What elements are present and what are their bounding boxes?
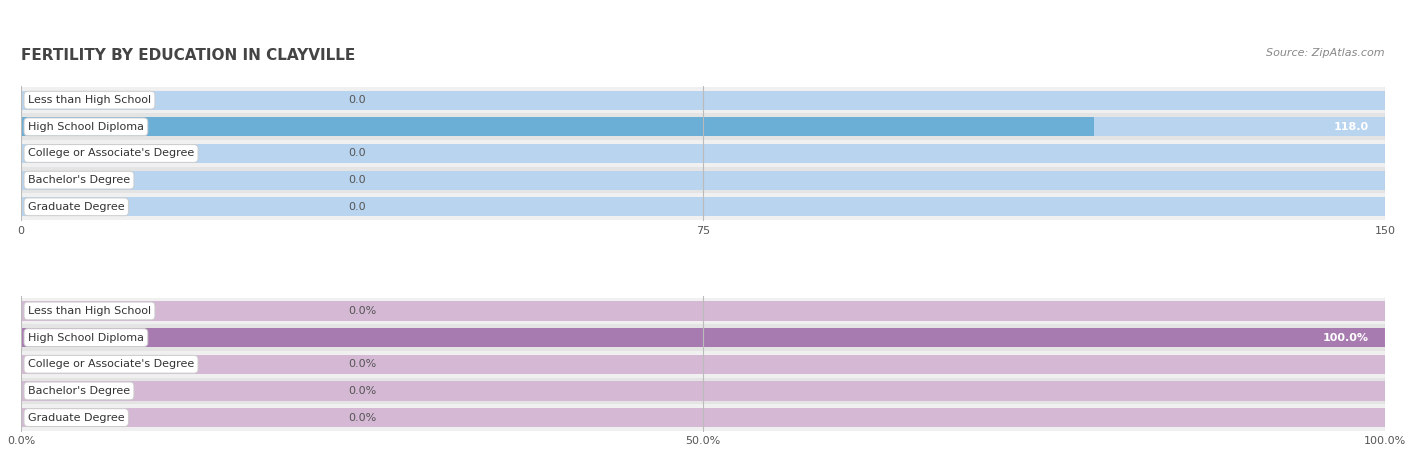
Bar: [21, 87, 1385, 114]
Text: 0.0%: 0.0%: [349, 359, 377, 369]
Bar: [21, 117, 1385, 136]
Text: Bachelor's Degree: Bachelor's Degree: [28, 175, 129, 185]
Text: 0.0%: 0.0%: [349, 306, 377, 316]
Text: 0.0: 0.0: [349, 175, 366, 185]
Bar: [21, 355, 1385, 374]
Bar: [21, 381, 1385, 400]
Text: 100.0%: 100.0%: [1323, 332, 1368, 342]
Text: Graduate Degree: Graduate Degree: [28, 202, 125, 212]
Text: High School Diploma: High School Diploma: [28, 332, 143, 342]
Text: Bachelor's Degree: Bachelor's Degree: [28, 386, 129, 396]
Text: 118.0: 118.0: [1333, 122, 1368, 132]
Bar: [21, 324, 1385, 351]
Bar: [21, 328, 1385, 347]
Text: Less than High School: Less than High School: [28, 306, 150, 316]
Text: FERTILITY BY EDUCATION IN CLAYVILLE: FERTILITY BY EDUCATION IN CLAYVILLE: [21, 48, 356, 63]
Text: 0.0: 0.0: [349, 95, 366, 105]
Bar: [21, 408, 1385, 427]
Bar: [21, 140, 1385, 167]
Bar: [21, 301, 1385, 321]
Bar: [21, 378, 1385, 404]
Bar: [21, 328, 1385, 347]
Bar: [21, 144, 1385, 163]
Text: 0.0: 0.0: [349, 202, 366, 212]
Bar: [21, 197, 1385, 217]
Bar: [21, 404, 1385, 431]
Text: 0.0%: 0.0%: [349, 413, 377, 423]
Bar: [21, 114, 1385, 140]
Bar: [21, 171, 1385, 190]
Text: Graduate Degree: Graduate Degree: [28, 413, 125, 423]
Text: 0.0: 0.0: [349, 149, 366, 159]
Text: College or Associate's Degree: College or Associate's Degree: [28, 149, 194, 159]
Bar: [21, 167, 1385, 193]
Bar: [21, 117, 1094, 136]
Bar: [21, 193, 1385, 220]
Text: 0.0%: 0.0%: [349, 386, 377, 396]
Text: High School Diploma: High School Diploma: [28, 122, 143, 132]
Text: Source: ZipAtlas.com: Source: ZipAtlas.com: [1267, 48, 1385, 57]
Bar: [21, 298, 1385, 324]
Text: Less than High School: Less than High School: [28, 95, 150, 105]
Text: College or Associate's Degree: College or Associate's Degree: [28, 359, 194, 369]
Bar: [21, 351, 1385, 378]
Bar: [21, 91, 1385, 110]
